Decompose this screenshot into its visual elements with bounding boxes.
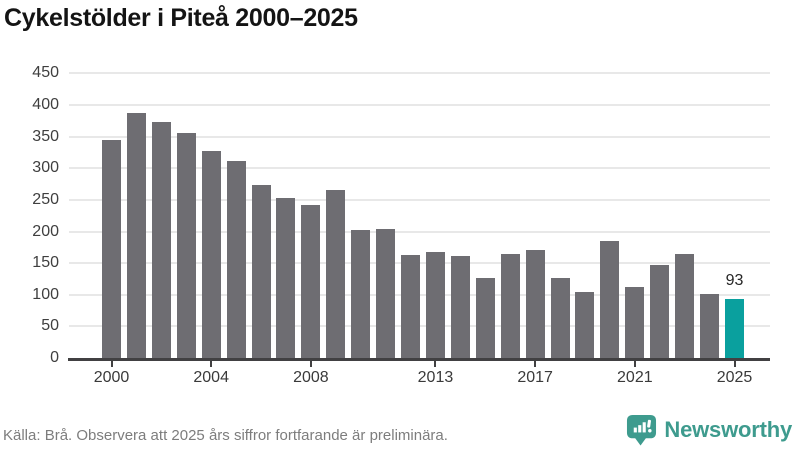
y-axis-tick-label: 250 [32,190,59,208]
bar-2019 [575,291,595,358]
gridline-y-300 [69,167,770,170]
bar-2016 [500,254,520,358]
y-axis-tick-label: 100 [32,285,59,303]
y-axis-tick-label: 50 [41,317,59,335]
x-axis-tick-2025 [733,361,736,367]
bar-2021 [625,287,645,358]
gridline-y-250 [69,198,770,201]
x-axis-tick-label: 2013 [417,369,454,386]
bar-2018 [550,277,570,358]
bar-2022 [650,265,670,358]
bar-2017 [525,250,545,358]
x-axis-tick-label: 2017 [517,369,553,386]
bar-2014 [450,255,470,358]
chart-title: Cykelstölder i Piteå 2000–2025 [4,4,358,32]
gridline-y-350 [69,135,770,138]
bar-2004 [201,150,221,358]
x-axis-tick-2021 [633,361,636,367]
bar-2007 [276,197,296,358]
bar-2009 [326,189,346,358]
y-axis-tick-label: 0 [50,349,59,366]
bar-2001 [126,112,146,358]
bar-2013 [425,251,445,358]
bar-2025 [725,299,744,358]
x-axis-tick-label: 2008 [293,369,329,386]
newsworthy-bubble-chart-icon [626,414,657,447]
bar-2020 [600,240,620,358]
gridline-y-400 [69,104,770,107]
bar-2000 [102,140,121,358]
x-axis-tick-2000 [110,361,113,367]
x-axis-tick-label: 2000 [93,369,130,386]
y-axis-tick-label: 450 [32,64,59,82]
y-axis-tick-label: 200 [32,222,59,240]
y-axis-tick-label: 300 [32,159,59,177]
x-axis-tick-label: 2025 [716,369,753,386]
x-axis-tick-2017 [534,361,537,367]
bar-2010 [351,230,371,358]
newsworthy-wordmark: Newsworthy [664,417,792,442]
highlight-value-label: 93 [725,272,744,290]
bar-2002 [151,122,171,358]
bar-2024 [700,294,720,358]
bar-2012 [401,254,421,358]
bar-2015 [475,277,495,358]
x-axis-tick-label: 2004 [193,369,229,386]
x-axis-line [68,358,770,361]
x-axis-tick-2008 [309,361,312,367]
bar-2023 [675,253,695,358]
bar-2003 [176,132,196,358]
x-axis-tick-label: 2021 [617,369,653,386]
gridline-y-200 [69,230,770,233]
x-axis-tick-2004 [210,361,213,367]
source-note: Källa: Brå. Observera att 2025 års siffr… [3,427,448,444]
bar-2006 [251,184,271,358]
gridline-y-450 [69,72,770,75]
bar-2008 [301,204,321,358]
y-axis-tick-label: 350 [32,127,59,145]
bar-2005 [226,161,246,358]
y-axis-tick-label: 400 [32,96,59,114]
bar-2011 [376,228,396,358]
x-axis-tick-2013 [434,361,437,367]
newsworthy-logo[interactable]: Newsworthy [626,413,792,447]
y-axis-tick-label: 150 [32,254,59,272]
